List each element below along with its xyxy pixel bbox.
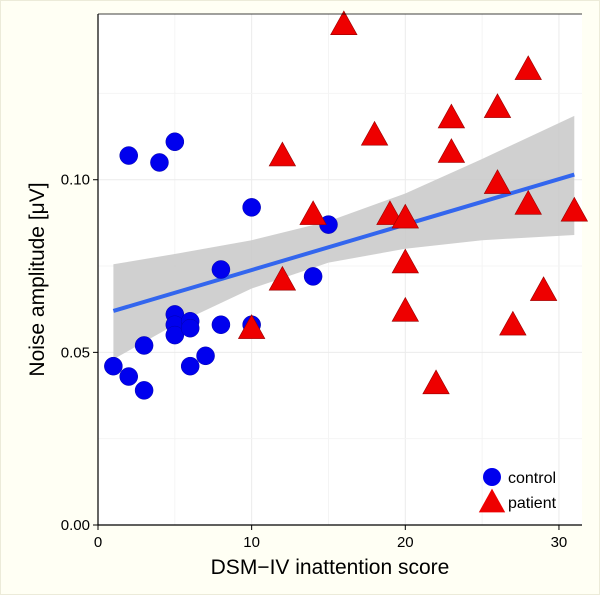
point-patient <box>514 189 542 215</box>
point-patient <box>422 369 450 395</box>
x-tick-label: 10 <box>243 534 260 551</box>
y-tick-label: 0.05 <box>61 344 90 361</box>
point-control <box>211 315 231 334</box>
point-control <box>242 198 261 217</box>
point-patient <box>391 248 420 274</box>
point-patient <box>360 120 389 146</box>
y-axis-label: Noise amplitude [μV] <box>26 182 49 376</box>
legend-label-patient: patient <box>508 495 557 512</box>
point-patient <box>391 203 420 229</box>
point-patient <box>483 169 512 194</box>
point-control <box>119 367 138 386</box>
point-control <box>104 356 123 376</box>
confidence-band-area <box>113 115 575 360</box>
point-patient <box>437 103 466 129</box>
point-patient <box>299 200 327 225</box>
regression-line-group <box>112 172 575 313</box>
point-control <box>180 318 200 338</box>
y-tick-label: 0.00 <box>61 517 90 534</box>
confidence-band <box>113 115 575 360</box>
point-control <box>134 381 154 400</box>
regression-line <box>112 172 575 313</box>
x-tick-label: 0 <box>94 534 102 551</box>
point-patient <box>560 196 589 222</box>
legend-label-control: control <box>508 470 556 487</box>
point-patient <box>499 310 527 336</box>
legend-key-patient <box>478 488 506 513</box>
point-patient <box>237 314 266 339</box>
data-points <box>104 10 589 400</box>
y-tick-label: 0.10 <box>61 172 90 189</box>
point-control <box>196 346 215 366</box>
point-control <box>165 132 185 151</box>
point-patient <box>483 93 512 118</box>
point-patient <box>529 276 558 301</box>
point-patient <box>376 200 404 225</box>
point-control <box>150 153 169 172</box>
axes: 0 10 20 30 0.00 0.05 0.10 DSM−IV inattention sc… <box>26 13 582 579</box>
x-axis-label: DSM−IV inattention score <box>211 556 450 579</box>
legend: control patient <box>478 468 557 513</box>
legend-key-control <box>483 468 501 486</box>
point-control <box>165 325 185 345</box>
point-patient <box>268 141 297 167</box>
point-patient <box>391 296 420 322</box>
point-patient <box>437 138 466 163</box>
point-control <box>134 336 154 355</box>
point-control <box>180 356 200 376</box>
x-tick-label: 20 <box>397 534 414 551</box>
point-patient <box>514 55 542 80</box>
point-control <box>303 267 323 286</box>
point-patient <box>330 10 358 36</box>
point-control <box>119 146 138 165</box>
point-patient <box>268 265 297 291</box>
x-tick-label: 30 <box>551 534 568 551</box>
point-control <box>211 260 231 279</box>
